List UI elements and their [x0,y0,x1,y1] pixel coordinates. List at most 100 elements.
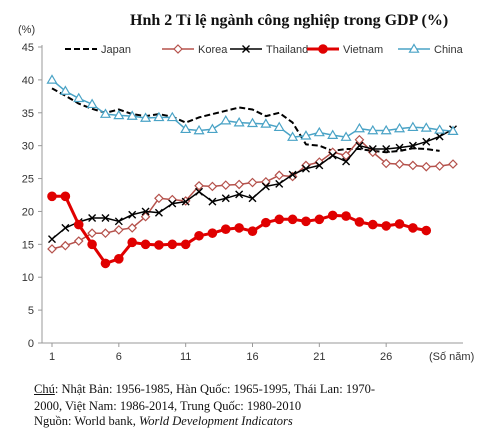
x-tick-label: 16 [246,351,258,363]
point-vietnam [314,214,325,225]
x-tick-label: 21 [313,351,325,363]
point-vietnam [207,228,218,238]
point-china [407,121,419,132]
point-china [206,123,218,134]
point-vietnam [114,254,124,264]
point-china [153,111,165,122]
point-china [434,124,446,134]
point-thailand [288,170,297,179]
point-korea [127,223,138,233]
series-china [46,74,459,141]
point-vietnam [341,211,351,221]
point-vietnam [354,217,365,227]
legend-item-thailand: Thailand [230,44,308,56]
point-korea [167,194,178,205]
point-china [126,110,138,120]
point-korea [194,180,204,191]
point-vietnam [220,224,231,235]
point-korea [341,150,351,161]
point-china [166,111,178,122]
point-thailand [248,194,257,203]
point-china [46,74,58,84]
point-vietnam [73,219,84,230]
legend-label-thailand: Thailand [266,44,308,56]
point-korea [274,170,285,181]
point-korea [448,159,458,169]
point-thailand [141,207,150,216]
x-axis-title: (Số năm) [429,351,474,363]
point-china [300,130,312,140]
point-vietnam [194,230,204,241]
point-vietnam [234,223,244,233]
point-thailand [368,144,377,153]
note-label: Chú [34,382,55,396]
legend-label-korea: Korea [198,44,228,56]
point-thailand [382,144,391,153]
chart-title: Hnh 2 Tỉ lệ ngành công nghiệp trong GDP … [130,12,449,29]
point-thailand [195,187,204,196]
series-line-japan [51,87,440,154]
y-tick-label: 5 [28,305,34,317]
point-thailand [61,223,70,232]
point-vietnam [47,191,57,202]
point-china [340,131,352,141]
point-thailand [328,151,337,160]
point-thailand [88,214,97,223]
legend-item-korea: Korea [162,44,228,56]
point-korea [100,228,111,238]
legend-label-japan: Japan [101,44,131,56]
point-thailand [408,141,417,150]
source-prefix: Nguồn: World bank, [34,414,140,428]
point-china [113,109,125,120]
point-korea [220,180,231,190]
legend-item-china: China [398,43,464,56]
point-thailand [208,197,217,206]
point-korea [394,159,405,169]
point-thailand [114,217,123,226]
point-korea [113,225,124,235]
legend-marker-china [408,43,420,53]
source-name: World Development Indicators [139,414,293,428]
point-korea [381,158,392,169]
point-thailand [435,132,444,141]
point-vietnam [100,258,111,269]
legend-label-china: China [434,44,464,56]
y-tick-label: 25 [22,174,34,186]
point-thailand [221,194,230,203]
series-thailand [48,125,457,244]
point-korea [154,193,164,204]
point-china [327,129,339,139]
legend: Japan Korea Thailand Vietnam China [65,43,464,56]
point-korea [421,161,432,172]
point-korea [207,181,218,192]
point-korea [234,179,244,190]
point-china [180,123,192,134]
point-korea [60,240,71,251]
legend-label-vietnam: Vietnam [343,44,383,56]
note-line-1: Chú: Nhật Bản: 1956-1985, Hàn Quốc: 1965… [34,382,375,397]
point-china [260,118,272,128]
legend-item-japan: Japan [65,44,131,56]
point-korea [434,161,445,171]
point-china [367,124,379,135]
point-vietnam [140,239,151,250]
point-vietnam [408,223,418,233]
point-china [353,122,365,133]
point-korea [354,134,365,145]
series-japan [51,87,440,154]
point-vietnam [180,239,191,250]
point-china [73,92,85,103]
point-thailand [355,141,364,150]
point-vietnam [87,239,97,250]
legend-item-vietnam: Vietnam [307,44,383,56]
point-china [220,114,232,125]
point-china [393,122,406,133]
point-china [273,121,285,132]
point-thailand [154,208,163,217]
point-china [99,108,112,118]
point-korea [87,228,97,238]
point-thailand [315,161,324,170]
y-tick-label: 40 [22,75,34,87]
point-vietnam [60,191,71,202]
